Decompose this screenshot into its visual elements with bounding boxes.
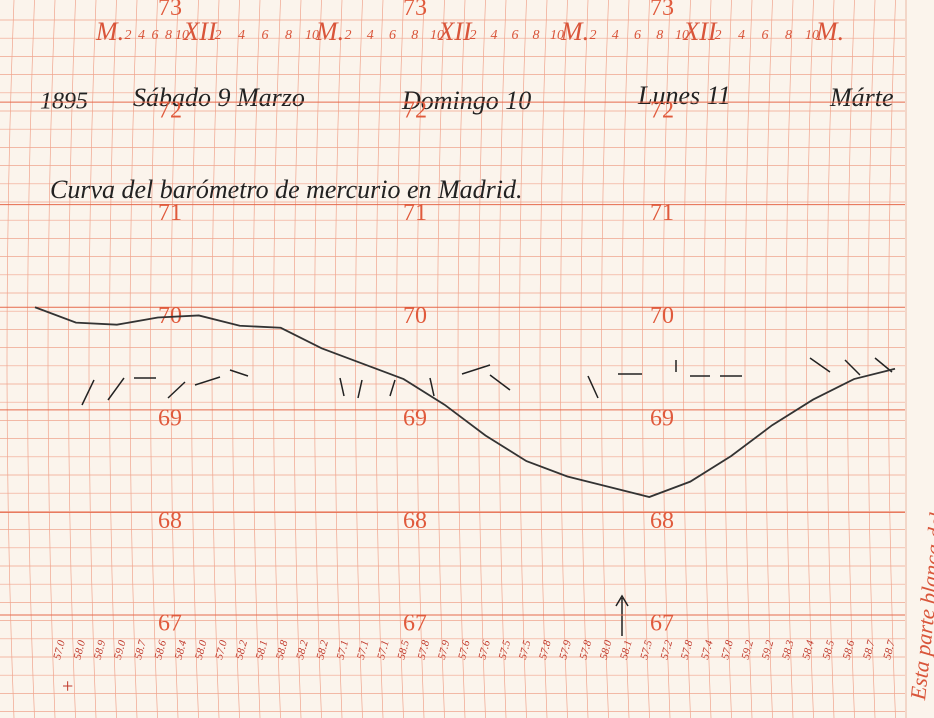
top-scale-minor: 4 — [367, 28, 374, 43]
top-scale-minor: 8 — [656, 28, 663, 43]
y-tick-label: 67 — [158, 610, 182, 636]
y-tick-label: 72 — [650, 98, 674, 124]
y-tick-label: 69 — [158, 405, 182, 431]
top-scale-minor: 8 — [165, 28, 172, 43]
top-scale-minor: 2 — [215, 28, 222, 43]
top-scale-minor: 4 — [238, 28, 245, 43]
top-scale-minor: 8 — [533, 28, 540, 43]
y-tick-label: 70 — [403, 303, 427, 329]
y-tick-label: 69 — [650, 405, 674, 431]
top-scale-label: M. — [560, 17, 589, 46]
top-scale-minor: 2 — [345, 28, 352, 43]
top-scale-minor: 2 — [125, 28, 132, 43]
top-scale-minor: 8 — [785, 28, 792, 43]
chart: 1895 Sábado 9 Marzo Domingo 10 Lunes 11 … — [0, 0, 934, 718]
y-tick-label: 70 — [650, 303, 674, 329]
top-scale-minor: 6 — [634, 28, 641, 43]
top-scale-label: XII — [682, 17, 718, 46]
y-tick-label: 69 — [403, 405, 427, 431]
top-scale-minor: 2 — [590, 28, 597, 43]
top-scale-minor: 4 — [612, 28, 619, 43]
top-scale-minor: 4 — [491, 28, 498, 43]
top-scale-label: M. — [315, 17, 344, 46]
y-tick-label: 71 — [403, 200, 427, 226]
y-tick-label: 67 — [403, 610, 427, 636]
top-scale-minor: 2 — [470, 28, 477, 43]
day-label: Márte — [829, 83, 894, 112]
y-tick-label: 68 — [158, 508, 182, 534]
y-tick-label: 73 — [158, 0, 182, 21]
top-scale-minor: 8 — [285, 28, 292, 43]
y-tick-label: 72 — [158, 98, 182, 124]
y-tick-label: 73 — [650, 0, 674, 21]
top-scale-minor: 4 — [138, 28, 145, 43]
top-scale-minor: 6 — [389, 28, 396, 43]
mark: + — [62, 676, 73, 698]
top-scale-minor: 6 — [262, 28, 269, 43]
y-tick-label: 71 — [650, 200, 674, 226]
y-tick-label: 73 — [403, 0, 427, 21]
top-scale-label: XII — [437, 17, 473, 46]
y-tick-label: 68 — [650, 508, 674, 534]
top-scale-minor: 2 — [715, 28, 722, 43]
top-scale-label: M. — [815, 17, 844, 46]
y-tick-label: 67 — [650, 610, 674, 636]
top-scale-minor: 6 — [512, 28, 519, 43]
y-tick-label: 72 — [403, 98, 427, 124]
top-scale-label: XII — [182, 17, 218, 46]
top-scale-label: M. — [95, 17, 124, 46]
chart-title: Curva del barómetro de mercurio en Madri… — [50, 175, 523, 204]
top-scale-minor: 6 — [762, 28, 769, 43]
top-scale-minor: 8 — [411, 28, 418, 43]
y-tick-label: 68 — [403, 508, 427, 534]
year: 1895 — [40, 89, 88, 115]
y-tick-label: 71 — [158, 200, 182, 226]
top-scale-minor: 6 — [152, 28, 159, 43]
top-scale-minor: 4 — [738, 28, 745, 43]
